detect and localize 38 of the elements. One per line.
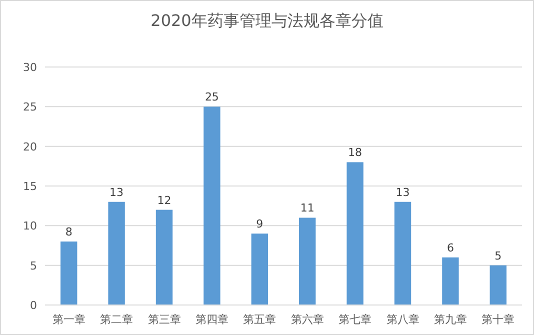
- y-tick-label: 5: [30, 259, 37, 272]
- bar: [394, 202, 412, 305]
- data-label: 11: [300, 202, 314, 215]
- data-label: 9: [256, 218, 264, 231]
- x-tick-label: 第九章: [434, 313, 467, 326]
- y-tick-label: 10: [23, 220, 37, 233]
- x-tick-label: 第五章: [243, 313, 276, 326]
- data-label: 6: [446, 241, 454, 254]
- data-label: 25: [204, 90, 219, 104]
- x-tick-label: 第二章: [100, 313, 134, 326]
- x-tick-label: 第十章: [482, 313, 515, 326]
- x-tick-label: 第六章: [290, 313, 324, 326]
- data-label: 5: [494, 249, 502, 262]
- y-tick-label: 30: [23, 61, 37, 74]
- bar: [346, 162, 364, 305]
- bar: [108, 202, 125, 305]
- data-label: 18: [348, 146, 362, 160]
- x-tick-label: 第八章: [386, 313, 420, 326]
- bar: [204, 106, 220, 305]
- bar: [156, 210, 173, 305]
- y-tick-label: 25: [23, 100, 37, 114]
- data-label: 13: [396, 186, 410, 199]
- x-tick-label: 第四章: [195, 313, 228, 326]
- bar: [251, 234, 268, 305]
- bar: [60, 242, 78, 305]
- bar: [299, 218, 316, 305]
- x-tick-label: 第一章: [52, 313, 86, 326]
- data-label: 8: [65, 226, 72, 239]
- y-tick-label: 15: [23, 180, 37, 193]
- x-tick-label: 第七章: [338, 313, 372, 326]
- y-tick-label: 0: [30, 299, 37, 312]
- data-label: 12: [157, 194, 172, 207]
- bar: [490, 265, 506, 305]
- bar: [442, 257, 459, 305]
- x-tick-label: 第三章: [148, 313, 181, 326]
- data-label: 13: [110, 186, 124, 199]
- chart-title: 2020年药事管理与法规各章分值: [150, 11, 384, 30]
- y-tick-label: 20: [23, 140, 37, 154]
